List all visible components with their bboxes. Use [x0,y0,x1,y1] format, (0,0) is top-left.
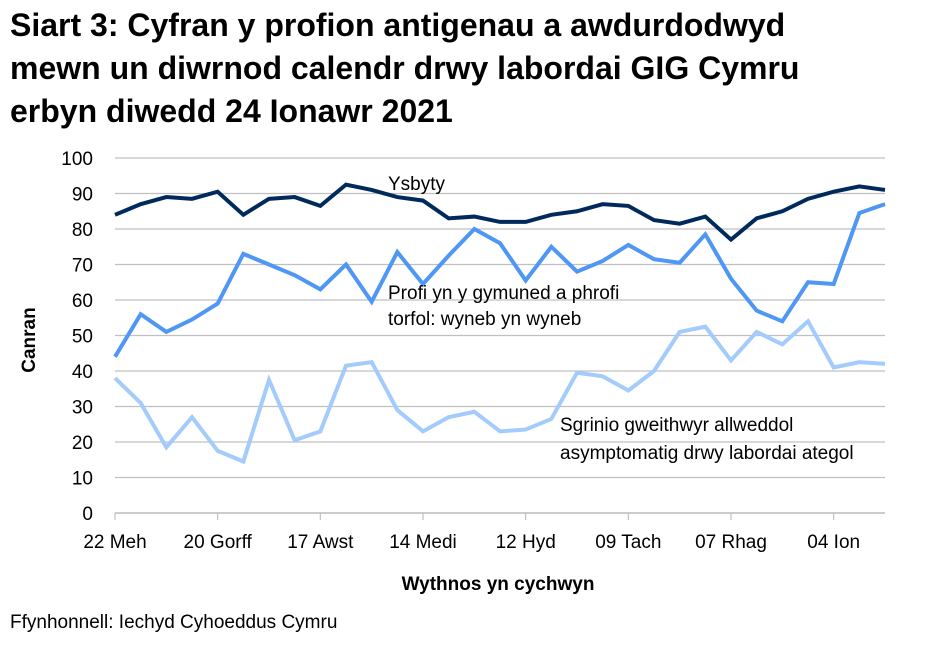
series-line-2 [113,202,886,358]
source-note: Ffynhonnell: Iechyd Cyhoeddus Cymru [10,612,338,633]
chart-title: Siart 3: Cyfran y profion antigenau a aw… [10,4,799,133]
title-line-1: Siart 3: Cyfran y profion antigenau a aw… [10,7,786,43]
series-label-2: torfol: wyneb yn wyneb [388,309,581,330]
series-label-2: Profi yn y gymuned a phrofi [388,283,619,304]
x-tick-label: 09 Tach [595,532,661,553]
y-tick-label: 90 [72,185,93,206]
series-line-3 [113,318,886,465]
y-tick-label: 30 [72,398,93,419]
y-tick-label: 50 [72,327,93,348]
series-label-3: Sgrinio gweithwyr allweddol [560,415,793,436]
y-tick-label: 10 [72,469,93,490]
y-tick-label: 100 [61,149,93,170]
title-line-3: erbyn diwedd 24 Ionawr 2021 [10,93,453,129]
x-tick-label: 12 Hyd [496,532,556,553]
y-tick-label: 70 [72,256,93,277]
x-tick-label: 14 Medi [389,532,457,553]
series-label-3: asymptomatig drwy labordai ategol [560,443,854,464]
x-tick-label: 17 Awst [287,532,354,553]
series-line-1 [114,182,886,243]
x-axis-title: Wythnos yn cychwyn [402,574,595,595]
y-axis-title: Canran [19,307,40,372]
y-tick-label: 0 [82,504,93,525]
x-tick-label: 07 Rhag [695,532,767,553]
x-tick-label: 04 Ion [807,532,860,553]
y-tick-label: 40 [72,362,93,383]
x-tick-label: 22 Meh [83,532,146,553]
title-line-2: mewn un diwrnod calendr drwy labordai GI… [10,50,800,86]
y-tick-label: 80 [72,220,93,241]
series-label-1: Ysbyty [388,174,446,195]
x-tick-label: 20 Gorff [184,532,253,553]
y-tick-label: 20 [72,433,93,454]
y-tick-label: 60 [72,291,93,312]
